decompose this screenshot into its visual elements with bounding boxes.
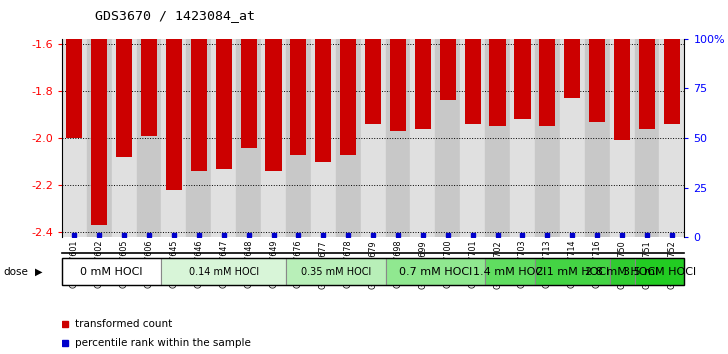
- Bar: [111, 39, 137, 237]
- Bar: [635, 258, 684, 285]
- Bar: [386, 39, 411, 237]
- Bar: [539, 39, 555, 126]
- Bar: [489, 39, 506, 126]
- Bar: [515, 39, 531, 119]
- Bar: [609, 258, 635, 285]
- Bar: [286, 258, 386, 285]
- Bar: [240, 39, 257, 148]
- Bar: [336, 39, 360, 237]
- Text: 2.1 mM HOCl: 2.1 mM HOCl: [536, 267, 609, 277]
- Bar: [266, 39, 282, 171]
- Text: 3.5 mM HOCl: 3.5 mM HOCl: [623, 267, 696, 277]
- Bar: [215, 39, 232, 169]
- Bar: [589, 39, 605, 121]
- Bar: [609, 39, 635, 237]
- Bar: [564, 39, 580, 98]
- Bar: [186, 39, 211, 237]
- Text: transformed count: transformed count: [76, 319, 173, 329]
- Bar: [116, 39, 132, 157]
- Bar: [137, 39, 162, 237]
- Text: 0.14 mM HOCl: 0.14 mM HOCl: [189, 267, 258, 277]
- Bar: [415, 39, 431, 129]
- Text: ▶: ▶: [35, 267, 42, 276]
- Bar: [66, 39, 82, 138]
- Bar: [464, 39, 480, 124]
- Bar: [162, 39, 186, 237]
- Text: 0.7 mM HOCl: 0.7 mM HOCl: [399, 267, 472, 277]
- Bar: [635, 39, 660, 237]
- Text: dose: dose: [4, 267, 28, 276]
- Bar: [460, 39, 485, 237]
- Bar: [315, 39, 331, 162]
- Bar: [340, 39, 356, 155]
- Bar: [62, 39, 87, 237]
- Bar: [62, 258, 162, 285]
- Text: 1.4 mM HOCl: 1.4 mM HOCl: [473, 267, 547, 277]
- Bar: [411, 39, 435, 237]
- Bar: [485, 258, 535, 285]
- Bar: [211, 39, 236, 237]
- Text: 0.35 mM HOCl: 0.35 mM HOCl: [301, 267, 371, 277]
- Bar: [560, 39, 585, 237]
- Bar: [141, 39, 157, 136]
- Bar: [510, 39, 535, 237]
- Bar: [664, 39, 680, 124]
- Bar: [87, 39, 111, 237]
- Bar: [360, 39, 386, 237]
- Bar: [660, 39, 684, 237]
- Bar: [91, 39, 107, 225]
- Bar: [365, 39, 381, 124]
- Bar: [435, 39, 460, 237]
- Bar: [390, 39, 406, 131]
- Bar: [386, 258, 485, 285]
- Bar: [236, 39, 261, 237]
- Bar: [535, 39, 560, 237]
- Text: percentile rank within the sample: percentile rank within the sample: [76, 338, 251, 348]
- Text: GDS3670 / 1423084_at: GDS3670 / 1423084_at: [95, 9, 255, 22]
- Text: 0 mM HOCl: 0 mM HOCl: [80, 267, 143, 277]
- Bar: [261, 39, 286, 237]
- Bar: [585, 39, 609, 237]
- Bar: [614, 39, 630, 141]
- Bar: [162, 258, 286, 285]
- Bar: [440, 39, 456, 100]
- Bar: [290, 39, 306, 155]
- Bar: [485, 39, 510, 237]
- Bar: [166, 39, 182, 190]
- Bar: [639, 39, 655, 129]
- Bar: [311, 39, 336, 237]
- Bar: [535, 258, 609, 285]
- Bar: [286, 39, 311, 237]
- Bar: [191, 39, 207, 171]
- Text: 2.8 mM HOCl: 2.8 mM HOCl: [585, 267, 659, 277]
